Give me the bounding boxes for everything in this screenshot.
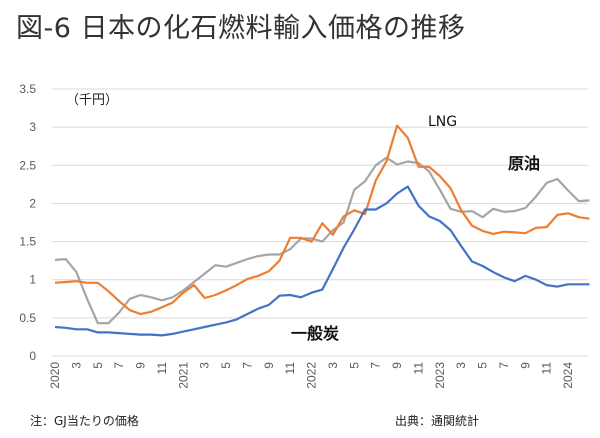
x-tick-label: 2022 <box>305 362 319 389</box>
y-tick-label: 0.5 <box>19 311 36 325</box>
source-text: 出典：通関統計 <box>395 414 480 428</box>
x-tick-label: 3 <box>69 362 83 369</box>
x-tick-label: 7 <box>240 362 254 369</box>
gridlines <box>52 88 588 357</box>
series-line-lng <box>54 124 590 316</box>
x-tick-label: 2024 <box>561 362 575 389</box>
y-tick-label: 1.5 <box>19 235 36 249</box>
chart-title: 図-6 日本の化石燃料輸入価格の推移 <box>16 13 466 44</box>
x-tick-label: 11 <box>411 362 425 375</box>
x-tick-label: 9 <box>134 362 148 369</box>
x-tick-label: 5 <box>347 362 361 369</box>
x-tick-label: 2021 <box>176 362 190 389</box>
series-line-coal <box>54 185 590 337</box>
y-tick-label: 3.5 <box>19 82 36 96</box>
x-tick-label: 2023 <box>433 362 447 389</box>
series-lines <box>54 124 590 337</box>
series-label-crude-oil: 原油 <box>508 154 540 173</box>
series-label-coal: 一般炭 <box>291 324 339 343</box>
x-tick-label: 9 <box>262 362 276 369</box>
y-axis-unit-label: （千円） <box>66 93 118 108</box>
note-text: 注：GJ当たりの価格 <box>30 414 139 428</box>
x-tick-label: 5 <box>476 362 490 369</box>
y-axis-ticks: 0 0.5 1 1.5 2 2.5 3 3.5 <box>19 82 36 363</box>
x-tick-label: 3 <box>454 362 468 369</box>
x-tick-label: 2020 <box>48 362 62 389</box>
x-tick-label: 11 <box>283 362 297 375</box>
x-tick-label: 3 <box>326 362 340 369</box>
series-label-lng: LNG <box>428 114 457 130</box>
x-tick-label: 11 <box>540 362 554 375</box>
x-tick-label: 7 <box>112 362 126 369</box>
x-axis-ticks: 2020 3 5 7 9 11 2021 3 5 7 9 11 2022 3 5 7 9 11 2023 3 5 7 9 11… <box>48 362 575 389</box>
y-tick-label: 2 <box>29 196 36 210</box>
x-tick-label: 11 <box>155 362 169 375</box>
y-tick-label: 3 <box>29 120 36 134</box>
y-tick-label: 0 <box>29 349 36 363</box>
x-tick-label: 7 <box>497 362 511 369</box>
x-tick-label: 5 <box>219 362 233 369</box>
x-tick-label: 3 <box>198 362 212 369</box>
x-tick-label: 7 <box>369 362 383 369</box>
x-tick-label: 9 <box>390 362 404 369</box>
x-tick-label: 5 <box>91 362 105 369</box>
y-tick-label: 1 <box>29 273 36 287</box>
y-tick-label: 2.5 <box>19 158 36 172</box>
series-line-crude-oil <box>54 156 590 325</box>
x-tick-label: 9 <box>518 362 532 369</box>
